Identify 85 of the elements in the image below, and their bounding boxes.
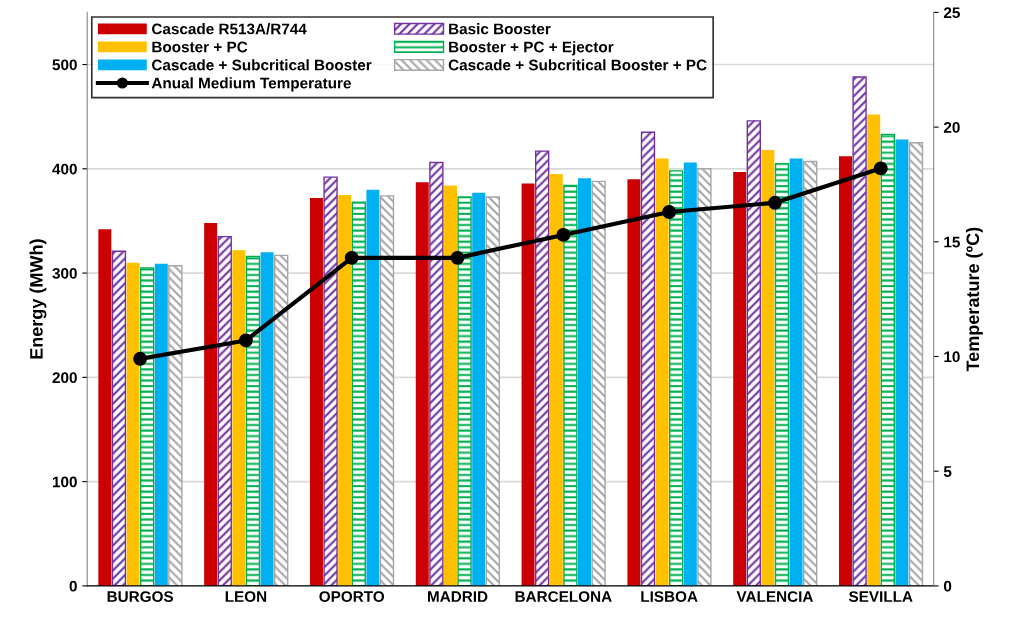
point [344,250,359,265]
bar [640,131,656,586]
legend-label: Basic Booster [449,23,551,35]
bar [549,174,563,586]
x-tick-label: BURGOS [107,591,174,602]
y2-tick-label: 0 [943,580,952,592]
bar [309,198,323,586]
point [873,161,888,176]
y2-axis-title: Temperature (ºC) [965,227,983,372]
point [662,205,677,219]
bar [429,161,444,586]
y-axis-title: Energy (MWh) [29,239,47,359]
legend-label: Cascade + Subcritical Booster [152,59,372,71]
bar [521,183,535,586]
bar [274,254,289,586]
bar [627,179,641,586]
bar [655,158,669,586]
point [238,333,253,348]
bar [880,133,895,586]
y-tick-label: 300 [52,267,77,279]
point [133,351,148,366]
y-tick-label: 0 [69,580,77,592]
legend-label: Anual Medium Temperature [151,77,351,92]
bar [457,196,472,586]
bar [774,162,790,586]
bar [669,170,684,586]
bar [472,192,486,586]
bar [204,223,218,586]
bar [415,182,429,586]
y-tick-label: 100 [52,476,77,488]
bar [908,142,924,586]
bar [323,176,338,586]
y2-tick-label: 5 [943,466,952,477]
bar [217,235,232,586]
bar [733,171,747,586]
point [768,195,782,210]
bar [578,178,591,586]
legend-label: Cascade R513A/R744 [152,23,307,35]
bar [789,158,803,586]
x-tick-label: LEON [225,591,267,602]
bar [366,189,380,586]
x-tick-label: OPORTO [319,591,385,602]
x-tick-label: SEVILLA [848,591,913,602]
bar [895,139,909,586]
bar [154,263,168,586]
bar [683,162,697,586]
y2-tick-label: 20 [943,121,960,133]
bar [852,76,867,586]
point [450,250,465,265]
legend-label: Booster + PC [152,41,248,53]
bar [245,255,261,586]
y-tick-label: 500 [52,59,77,71]
bar [168,265,183,586]
bar [867,114,881,586]
y2-tick-label: 25 [943,7,960,19]
bar [232,250,246,586]
x-tick-label: VALENCIA [736,591,814,602]
y2-tick-label: 10 [944,351,960,363]
bar [443,185,457,586]
bar [591,180,606,586]
y-tick-label: 400 [52,163,77,175]
bar [563,184,578,586]
bar [379,195,395,586]
bar [803,160,818,586]
bar [761,150,775,586]
bar [697,168,712,586]
bar [338,194,352,586]
bar [111,250,127,586]
bar [839,156,852,586]
y2-tick-label: 15 [944,236,960,248]
bar [126,262,140,586]
bar [534,150,550,586]
legend-label: Booster + PC + Ejector [449,41,614,56]
point [556,227,571,242]
x-tick-label: LISBOA [641,591,698,602]
x-tick-label: BARCELONA [515,591,612,602]
legend-label: Cascade + Subcritical Booster + PC [448,59,707,71]
x-tick-label: MADRID [428,591,488,602]
bar [139,267,155,586]
bar [98,229,112,586]
bar [485,196,500,586]
bar [351,201,366,586]
bar [260,252,274,586]
bar [746,120,761,586]
y-tick-label: 200 [52,372,77,384]
